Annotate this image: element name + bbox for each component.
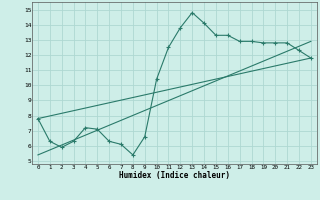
- X-axis label: Humidex (Indice chaleur): Humidex (Indice chaleur): [119, 171, 230, 180]
